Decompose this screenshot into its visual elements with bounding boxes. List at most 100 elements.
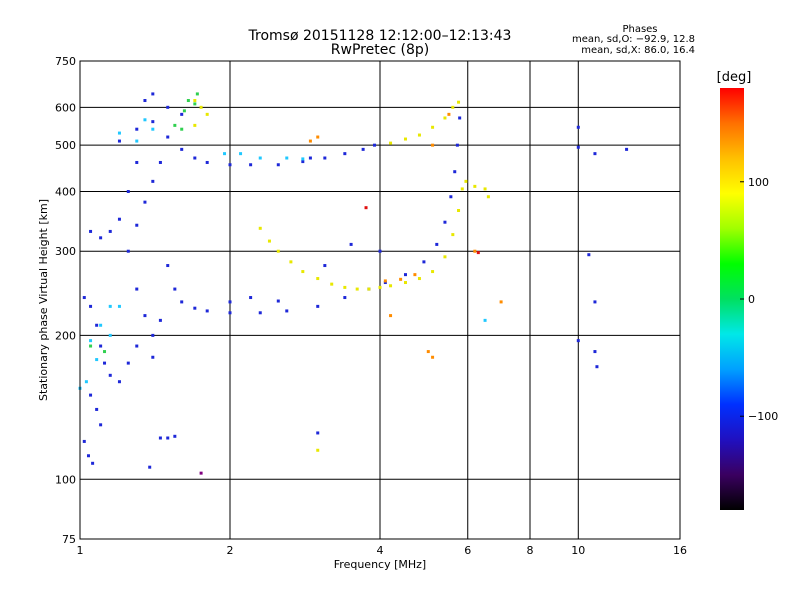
data-point [593, 300, 597, 304]
data-point [135, 344, 139, 348]
colorbar-ticks: 100 0 −100 [740, 176, 778, 423]
data-point [431, 125, 435, 129]
data-point [89, 339, 93, 343]
data-point [473, 249, 477, 253]
data-point [99, 236, 103, 240]
data-point [135, 223, 139, 227]
data-point [99, 323, 103, 327]
data-point [435, 242, 439, 246]
data-point [373, 143, 377, 147]
data-point [103, 350, 107, 354]
data-point [413, 273, 417, 277]
data-point [108, 304, 112, 308]
data-point [158, 160, 162, 164]
data-point [126, 361, 130, 365]
data-point [117, 304, 121, 308]
data-point [249, 296, 253, 300]
data-point [301, 157, 305, 161]
data-points [78, 92, 629, 475]
data-point [151, 333, 155, 337]
data-point [99, 423, 103, 427]
data-point [276, 163, 280, 167]
data-point [166, 105, 170, 109]
data-point [199, 471, 203, 475]
data-point [99, 344, 103, 348]
data-point [173, 123, 177, 127]
data-point [95, 358, 99, 362]
data-point [431, 270, 435, 274]
data-point [343, 296, 347, 300]
data-point [108, 373, 112, 377]
data-point [431, 143, 435, 147]
data-point [180, 147, 184, 151]
data-point [443, 255, 447, 259]
data-point [301, 160, 305, 164]
data-point [166, 436, 170, 440]
data-point [417, 133, 421, 137]
plot-frame [79, 60, 681, 540]
y-axis-ticks: 75 100 200 300 400 500 600 750 [55, 55, 76, 546]
data-point [316, 448, 320, 452]
x-tick-label: 8 [527, 544, 534, 557]
x-tick-label: 16 [673, 544, 687, 557]
y-tick-label: 300 [55, 245, 76, 258]
data-point [378, 285, 382, 289]
data-point [117, 139, 121, 143]
data-point [473, 184, 477, 188]
data-point [289, 260, 293, 264]
data-point [378, 249, 382, 253]
data-point [258, 156, 262, 160]
data-point [158, 436, 162, 440]
data-point [103, 361, 107, 365]
data-point [443, 220, 447, 224]
data-point [285, 156, 289, 160]
data-point [135, 287, 139, 291]
data-point [476, 251, 480, 255]
x-tick-label: 1 [77, 544, 84, 557]
chart-title: Tromsø 20151128 12:12:00–12:13:43 [248, 28, 512, 44]
data-point [193, 306, 197, 310]
data-point [285, 309, 289, 313]
data-point [593, 350, 597, 354]
data-point [483, 318, 487, 322]
y-tick-label: 750 [55, 55, 76, 68]
data-point [316, 431, 320, 435]
data-point [173, 287, 177, 291]
data-point [186, 99, 190, 103]
data-point [399, 277, 403, 281]
data-point [143, 99, 147, 103]
data-point [89, 304, 93, 308]
x-axis-ticks: 1 2 4 6 8 10 16 [77, 544, 688, 557]
data-point [135, 127, 139, 131]
x-tick-label: 10 [571, 544, 585, 557]
data-point [182, 109, 186, 113]
data-point [173, 434, 177, 438]
data-point [193, 156, 197, 160]
data-point [195, 92, 199, 96]
data-point [126, 189, 130, 193]
data-point [355, 287, 359, 291]
data-point [249, 163, 253, 167]
data-point [166, 264, 170, 268]
phases-o-line: mean, sd,O: −92.9, 12.8 [572, 34, 695, 45]
data-point [443, 116, 447, 120]
data-point [499, 300, 503, 304]
data-point [464, 179, 468, 183]
data-point [431, 355, 435, 359]
data-point [595, 365, 599, 369]
data-point [276, 299, 280, 303]
data-point [199, 105, 203, 109]
data-point [483, 187, 487, 191]
data-point [389, 284, 393, 288]
data-point [422, 260, 426, 264]
phases-x-line: mean, sd,X: 86.0, 16.4 [581, 45, 695, 56]
data-point [457, 209, 461, 213]
y-tick-label: 100 [55, 473, 76, 486]
data-point [193, 99, 197, 103]
data-point [82, 296, 86, 300]
data-point [91, 461, 95, 465]
data-point [455, 143, 459, 147]
data-point [143, 118, 147, 122]
data-point [458, 116, 462, 120]
